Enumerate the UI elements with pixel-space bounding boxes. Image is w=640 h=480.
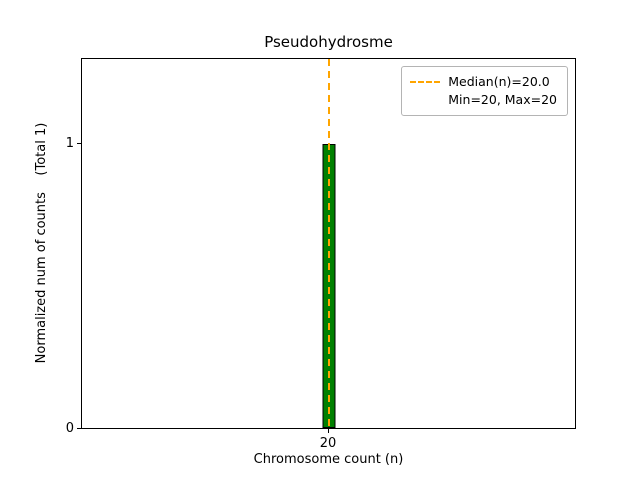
x-tick-mark — [328, 429, 329, 433]
legend-entry-minmax: Min=20, Max=20 — [410, 91, 557, 109]
x-tick-label-20: 20 — [319, 436, 337, 451]
legend: Median(n)=20.0 Min=20, Max=20 — [401, 66, 568, 116]
y-tick-label-0: 0 — [65, 421, 74, 436]
legend-label-minmax: Min=20, Max=20 — [448, 92, 557, 107]
plot-area: Median(n)=20.0 Min=20, Max=20 — [81, 58, 576, 429]
x-axis-label: Chromosome count (n) — [253, 452, 404, 467]
y-tick-label-1: 1 — [65, 136, 74, 151]
y-tick-mark — [77, 428, 81, 429]
legend-label-median: Median(n)=20.0 — [448, 74, 550, 89]
y-axis-label: Normalized num of counts (Total 1) — [34, 122, 49, 364]
legend-entry-median: Median(n)=20.0 — [410, 73, 557, 91]
y-tick-mark — [77, 143, 81, 144]
median-dashed-line — [327, 59, 330, 428]
chart-title: Pseudohydrosme — [264, 33, 393, 51]
dashed-line-swatch-icon — [410, 81, 441, 83]
